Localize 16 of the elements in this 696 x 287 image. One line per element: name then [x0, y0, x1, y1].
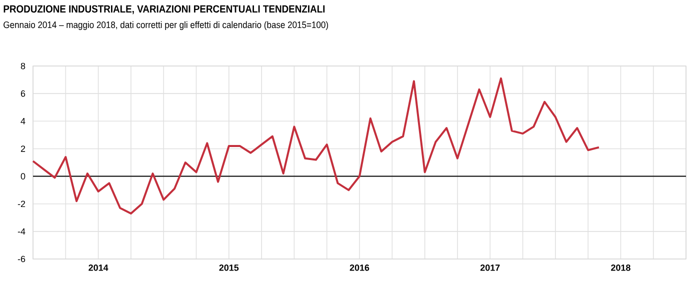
- y-tick-label: -6: [18, 256, 26, 262]
- y-tick-label: -2: [18, 200, 26, 207]
- y-tick-label: 4: [20, 118, 26, 124]
- x-tick-label: 2017: [480, 264, 500, 271]
- x-tick-label: 2018: [611, 264, 630, 271]
- y-tick-label: -4: [18, 228, 26, 235]
- y-tick-label: 2: [20, 146, 26, 152]
- x-tick-label: 2016: [350, 264, 370, 271]
- y-tick-label: 6: [20, 90, 26, 97]
- y-tick-label: 8: [20, 62, 26, 70]
- line-series: [32, 77, 600, 215]
- chart-title: PRODUZIONE INDUSTRIALE, VARIAZIONI PERCENTUALI TENDENZIALI: [4, 5, 325, 14]
- x-tick-label: 2014: [88, 264, 108, 271]
- y-tick-label: 0: [20, 173, 26, 180]
- chart-subtitle: Gennaio 2014 – maggio 2018, dati corretti per gli effetti di calendario (base 2015=100): [4, 21, 328, 30]
- x-tick-label: 2015: [219, 264, 239, 271]
